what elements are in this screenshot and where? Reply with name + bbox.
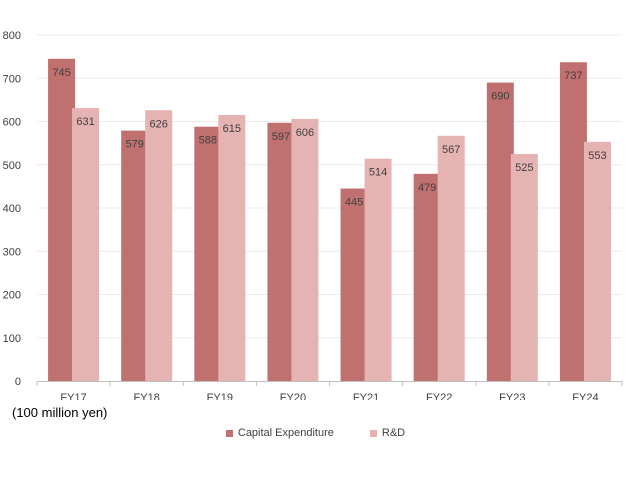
y-tick-label: 800 bbox=[3, 30, 21, 42]
x-tick-label: FY22 bbox=[426, 392, 452, 400]
x-tick-label: FY17 bbox=[60, 392, 86, 400]
bar-rnd bbox=[583, 141, 611, 381]
unit-label: (100 million yen) bbox=[12, 405, 108, 420]
data-label-capex: 597 bbox=[272, 131, 290, 143]
legend-item-rnd: R&D bbox=[369, 427, 406, 439]
bar-rnd bbox=[145, 110, 173, 381]
bar-rnd bbox=[364, 158, 392, 381]
y-tick-label: 300 bbox=[3, 246, 21, 258]
x-tick-label: FY23 bbox=[499, 392, 525, 400]
data-label-rnd: 525 bbox=[515, 162, 533, 174]
data-label-capex: 745 bbox=[52, 67, 70, 79]
bar-rnd bbox=[291, 118, 319, 381]
bar-capex bbox=[267, 122, 295, 382]
legend-swatch-capex bbox=[225, 429, 233, 437]
data-label-rnd: 514 bbox=[369, 167, 387, 179]
bar-rnd bbox=[510, 153, 538, 381]
y-axis: 0 100 200 300 400 500 600 700 800 bbox=[3, 30, 21, 388]
x-tick-label: FY18 bbox=[134, 392, 160, 400]
bar-capex bbox=[486, 82, 514, 381]
data-label-capex: 445 bbox=[345, 197, 363, 209]
y-tick-label: 100 bbox=[3, 333, 21, 345]
data-label-rnd: 631 bbox=[76, 116, 94, 128]
data-label-capex: 690 bbox=[491, 91, 509, 103]
bar-rnd bbox=[218, 115, 246, 381]
bar-rnd bbox=[437, 135, 465, 381]
y-tick-label: 700 bbox=[3, 73, 21, 85]
y-tick-label: 200 bbox=[3, 290, 21, 302]
x-tick-label: FY24 bbox=[572, 392, 598, 400]
legend: Capital Expenditure R&D bbox=[0, 427, 631, 439]
data-label-rnd: 615 bbox=[223, 123, 241, 135]
data-label-rnd: 553 bbox=[588, 150, 606, 162]
legend-label-rnd: R&D bbox=[381, 427, 406, 439]
bar-capex bbox=[121, 130, 149, 381]
bar-chart: 0 100 200 300 400 500 600 700 800 745 631 579 626 58… bbox=[3, 30, 623, 400]
bar-capex bbox=[340, 188, 368, 381]
data-label-capex: 737 bbox=[564, 70, 582, 82]
legend-swatch-rnd bbox=[369, 429, 377, 437]
data-label-capex: 579 bbox=[126, 139, 144, 151]
bar-capex bbox=[559, 62, 587, 382]
bar-capex bbox=[48, 58, 76, 381]
y-tick-label: 500 bbox=[3, 160, 21, 172]
x-tick-label: FY21 bbox=[353, 392, 379, 400]
data-label-capex: 479 bbox=[418, 182, 436, 194]
x-tick-label: FY19 bbox=[207, 392, 233, 400]
legend-label-capex: Capital Expenditure bbox=[237, 427, 334, 439]
y-tick-label: 0 bbox=[15, 376, 21, 388]
bar-capex bbox=[413, 173, 441, 381]
data-label-rnd: 606 bbox=[296, 127, 314, 139]
y-tick-label: 600 bbox=[3, 117, 21, 129]
data-label-capex: 588 bbox=[199, 135, 217, 147]
legend-item-capex: Capital Expenditure bbox=[225, 427, 334, 439]
data-labels: 745 631 579 626 588 615 597 606 445 514 479 567 690 5… bbox=[52, 67, 606, 209]
data-label-rnd: 626 bbox=[150, 118, 168, 130]
bars bbox=[48, 58, 611, 382]
y-tick-label: 400 bbox=[3, 203, 21, 215]
x-tick-label: FY20 bbox=[280, 392, 306, 400]
bar-rnd bbox=[72, 108, 100, 381]
x-axis: FY17 FY18 FY19 FY20 FY21 FY22 FY23 FY24 bbox=[36, 381, 623, 400]
bar-capex bbox=[194, 126, 222, 381]
data-label-rnd: 567 bbox=[442, 144, 460, 156]
